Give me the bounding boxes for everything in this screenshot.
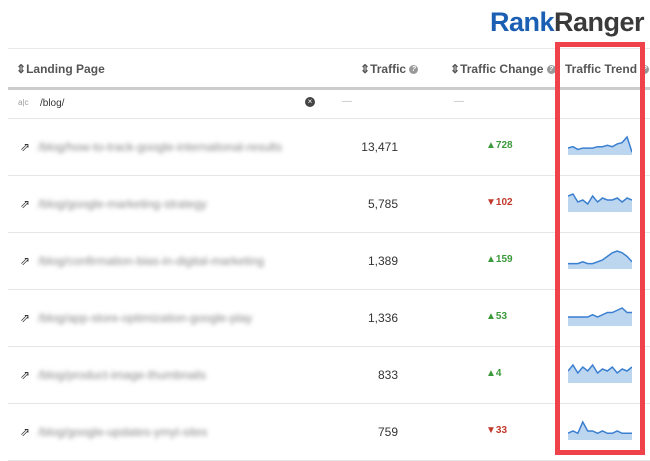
external-link-icon[interactable]: ⇗ — [20, 311, 31, 325]
sparkline-area — [568, 365, 632, 383]
traffic-change: ▲159 — [486, 254, 513, 265]
landing-pages-table: ⇕Landing Page ⇕Traffic ? ⇕Traffic Change… — [8, 48, 650, 461]
sparkline-area — [568, 137, 632, 155]
landing-page-url[interactable]: /blog/google-updates-ymyl-sites — [38, 425, 208, 439]
table-header: ⇕Landing Page ⇕Traffic ? ⇕Traffic Change… — [8, 48, 650, 90]
table-row: ⇗ /blog/confirmation-bias-in-digital-mar… — [8, 233, 650, 290]
traffic-trend-highlight — [555, 42, 645, 455]
arrow-down-icon: ▼ — [486, 197, 496, 208]
sparkline-area — [568, 251, 632, 269]
table-row: ⇗ /blog/product-image-thumbnails 833 ▲4 — [8, 347, 650, 404]
traffic-trend-sparkline — [568, 135, 632, 155]
landing-page-url[interactable]: /blog/how-to-track-google-international-… — [38, 140, 283, 154]
sparkline-line — [568, 193, 632, 206]
external-link-icon[interactable]: ⇗ — [20, 425, 31, 439]
clear-filter-icon[interactable]: × — [305, 97, 315, 107]
traffic-value: 833 — [377, 368, 398, 382]
col-traffic-change[interactable]: ⇕Traffic Change ? — [450, 62, 556, 76]
col-landing-page[interactable]: ⇕Landing Page — [16, 62, 105, 76]
sparkline-line — [568, 250, 632, 265]
table-row: ⇗ /blog/google-marketing-strategy 5,785 … — [8, 176, 650, 233]
help-icon[interactable]: ? — [546, 65, 556, 75]
col-traffic[interactable]: ⇕Traffic ? — [360, 62, 419, 76]
table-row: ⇗ /blog/google-updates-ymyl-sites 759 ▼3… — [8, 404, 650, 461]
help-icon[interactable]: ? — [409, 65, 419, 75]
traffic-change: ▲53 — [486, 311, 508, 322]
text-filter-icon: a|c — [18, 98, 29, 107]
traffic-filter[interactable]: — — [342, 96, 352, 107]
filter-input[interactable]: /blog/ — [40, 98, 65, 109]
external-link-icon[interactable]: ⇗ — [20, 368, 31, 382]
arrow-up-icon: ▲ — [486, 140, 496, 151]
traffic-trend-sparkline — [568, 363, 632, 383]
traffic-trend-sparkline — [568, 307, 632, 326]
traffic-change: ▼33 — [486, 425, 508, 436]
sparkline-line — [568, 420, 632, 435]
traffic-change: ▲728 — [486, 140, 513, 151]
external-link-icon[interactable]: ⇗ — [20, 140, 31, 154]
change-filter[interactable]: — — [454, 96, 464, 107]
arrow-up-icon: ▲ — [486, 368, 496, 379]
traffic-trend-sparkline — [568, 193, 632, 212]
table-row: ⇗ /blog/app-store-optimization-google-pl… — [8, 290, 650, 347]
arrow-up-icon: ▲ — [486, 311, 496, 322]
traffic-value: 5,785 — [367, 197, 398, 211]
landing-page-url[interactable]: /blog/product-image-thumbnails — [38, 368, 207, 382]
external-link-icon[interactable]: ⇗ — [20, 197, 31, 211]
table-row: ⇗ /blog/how-to-track-google-internationa… — [8, 119, 650, 176]
traffic-value: 13,471 — [361, 140, 398, 154]
arrow-up-icon: ▲ — [486, 254, 496, 265]
traffic-change: ▼102 — [486, 197, 513, 208]
traffic-trend-sparkline — [568, 420, 632, 440]
landing-page-url[interactable]: /blog/google-marketing-strategy — [38, 197, 207, 211]
external-link-icon[interactable]: ⇗ — [20, 254, 31, 268]
traffic-change: ▲4 — [486, 368, 502, 379]
sparkline-line — [568, 135, 632, 153]
sparkline-area — [568, 308, 632, 326]
sparkline-line — [568, 363, 632, 375]
sparkline-area — [568, 422, 632, 440]
traffic-value: 1,389 — [367, 254, 398, 268]
arrow-down-icon: ▼ — [486, 425, 496, 436]
traffic-value: 1,336 — [367, 311, 398, 325]
filter-row: a|c /blog/ × — — — [8, 90, 650, 119]
landing-page-url[interactable]: /blog/confirmation-bias-in-digital-marke… — [38, 254, 265, 268]
sparkline-area — [568, 194, 632, 212]
traffic-trend-sparkline — [568, 250, 632, 269]
traffic-value: 759 — [377, 425, 398, 439]
landing-page-url[interactable]: /blog/app-store-optimization-google-play — [38, 311, 253, 325]
sparkline-line — [568, 307, 632, 318]
rankranger-logo: RankRanger — [490, 7, 645, 37]
